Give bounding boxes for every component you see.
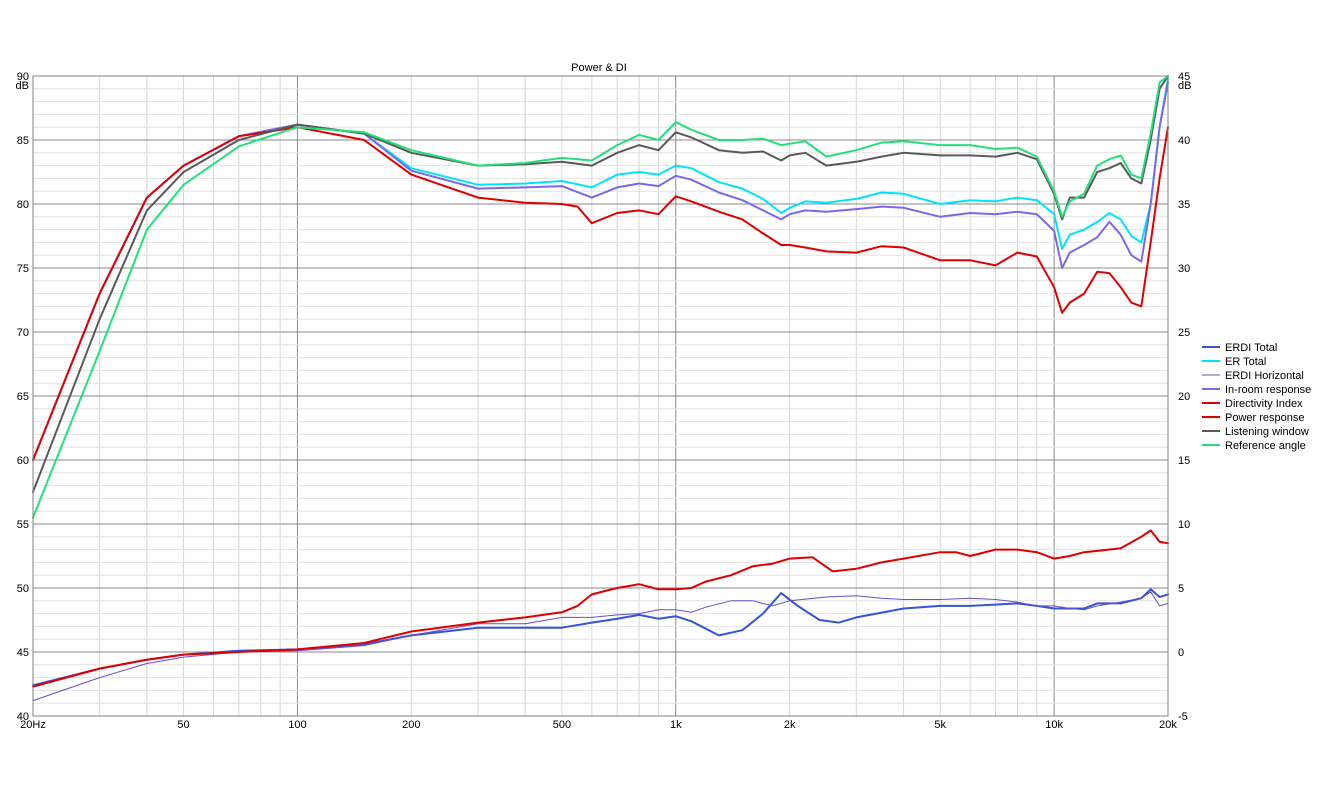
y-left-tick-label: 65 <box>17 391 29 403</box>
series-line <box>32 529 1169 688</box>
legend-label: ERDI Total <box>1225 342 1277 354</box>
x-tick-label: 5k <box>934 719 946 731</box>
y-right-tick-label: 0 <box>1178 647 1184 659</box>
y-left-tick-label: 75 <box>17 263 29 275</box>
y-left-tick-label: 55 <box>17 519 29 531</box>
y-left-tick-label: 90 <box>17 71 29 83</box>
series-lines <box>32 75 1169 702</box>
plot-frame <box>32 75 1169 717</box>
x-tick-label: 2k <box>784 719 796 731</box>
y-right-tick-label: 40 <box>1178 135 1190 147</box>
y-left-tick-label: 60 <box>17 455 29 467</box>
series-line <box>32 81 1169 461</box>
series-line <box>32 591 1169 702</box>
y-left-tick-label: 50 <box>17 583 29 595</box>
series-line <box>32 77 1169 461</box>
y-left-tick-label: 45 <box>17 647 29 659</box>
y-right-unit-label: dB <box>1178 80 1191 92</box>
x-tick-label: 50 <box>177 719 189 731</box>
x-tick-label: 10k <box>1045 719 1063 731</box>
y-right-tick-label: 15 <box>1178 455 1190 467</box>
y-left-tick-label: 85 <box>17 135 29 147</box>
chart-title: Power & DI <box>571 62 627 74</box>
legend-label: ER Total <box>1225 356 1266 368</box>
series-line <box>32 588 1169 687</box>
y-left-tick-label: 70 <box>17 327 29 339</box>
x-tick-label: 20Hz <box>20 719 46 731</box>
axis-ticks: 20Hz 50 100 200 500 1k 2k 5k 10k 20k9085807570656… <box>16 71 1192 731</box>
legend-label: Directivity Index <box>1225 398 1303 410</box>
y-right-tick-label: 45 <box>1178 71 1190 83</box>
y-left-tick-label: 80 <box>17 199 29 211</box>
legend-label: Reference angle <box>1225 440 1306 452</box>
x-tick-label: 20k <box>1159 719 1177 731</box>
y-right-tick-label: 25 <box>1178 327 1190 339</box>
legend-label: Power response <box>1225 412 1305 424</box>
series-line <box>32 75 1169 493</box>
y-right-tick-label: 10 <box>1178 519 1190 531</box>
y-right-tick-label: -5 <box>1178 711 1188 723</box>
legend-label: Listening window <box>1225 426 1309 438</box>
y-right-tick-label: 30 <box>1178 263 1190 275</box>
x-tick-label: 100 <box>288 719 306 731</box>
legend-label: In-room response <box>1225 384 1311 396</box>
x-tick-label: 1k <box>670 719 682 731</box>
x-tick-label: 500 <box>553 719 571 731</box>
series-line <box>32 75 1169 519</box>
y-left-unit-label: dB <box>16 80 29 92</box>
y-left-tick-label: 40 <box>17 711 29 723</box>
legend-label: ERDI Horizontal <box>1225 370 1304 382</box>
series-line <box>32 126 1169 461</box>
y-right-tick-label: 20 <box>1178 391 1190 403</box>
y-right-tick-label: 5 <box>1178 583 1184 595</box>
legend: ERDI Total ER Total ERDI Horizontal In-room… <box>1202 342 1311 452</box>
y-right-tick-label: 35 <box>1178 199 1190 211</box>
x-tick-label: 200 <box>402 719 420 731</box>
